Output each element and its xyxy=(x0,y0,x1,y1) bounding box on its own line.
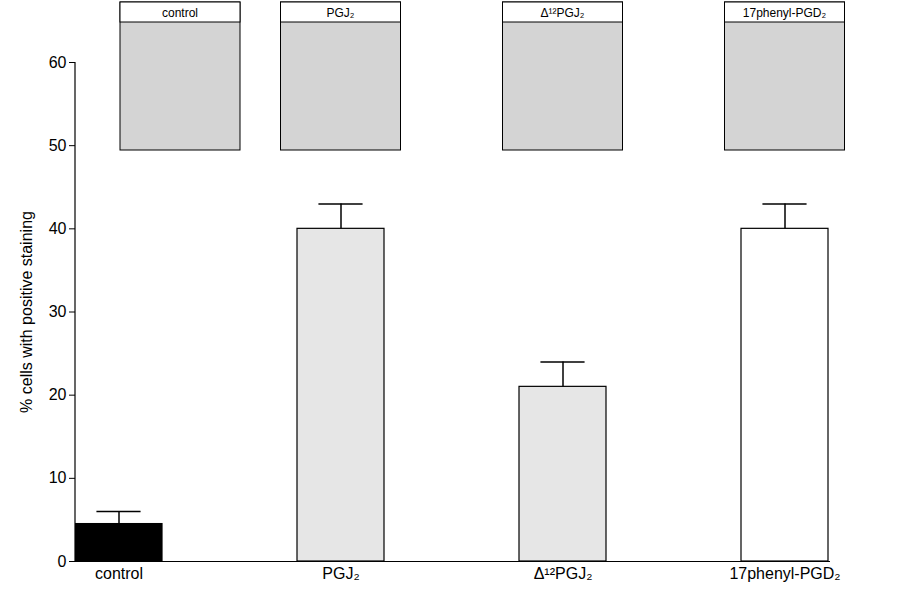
svg-text:Δ¹²PGJ₂: Δ¹²PGJ₂ xyxy=(540,6,584,20)
svg-text:60: 60 xyxy=(49,54,67,71)
svg-text:40: 40 xyxy=(49,220,67,237)
svg-text:% cells with positive staining: % cells with positive staining xyxy=(18,211,35,413)
svg-text:20: 20 xyxy=(49,386,67,403)
svg-text:control: control xyxy=(95,565,143,582)
svg-text:30: 30 xyxy=(49,303,67,320)
svg-text:50: 50 xyxy=(49,137,67,154)
svg-text:PGJ₂: PGJ₂ xyxy=(327,6,355,20)
svg-text:17phenyl-PGD₂: 17phenyl-PGD₂ xyxy=(729,565,840,582)
svg-text:PGJ₂: PGJ₂ xyxy=(322,565,359,582)
svg-text:control: control xyxy=(162,6,198,20)
svg-text:17phenyl-PGD₂: 17phenyl-PGD₂ xyxy=(743,6,827,20)
svg-text:Δ¹²PGJ₂: Δ¹²PGJ₂ xyxy=(534,565,593,582)
svg-text:10: 10 xyxy=(49,469,67,486)
svg-text:0: 0 xyxy=(58,553,67,570)
